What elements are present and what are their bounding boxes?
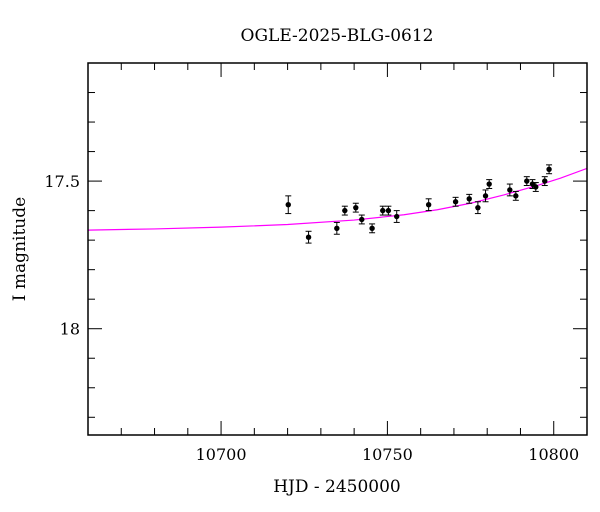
data-point (466, 193, 473, 204)
x-tick-label: 10800 (528, 445, 579, 464)
point-marker (542, 178, 548, 184)
point-marker (394, 213, 400, 220)
point-marker (507, 187, 513, 193)
point-marker (369, 225, 375, 232)
point-marker (482, 193, 489, 199)
point-marker (285, 202, 291, 208)
data-point (546, 164, 553, 175)
data-point (425, 198, 432, 212)
data-points-layer (285, 164, 553, 244)
axis-ticks (87, 62, 588, 435)
point-marker (380, 207, 386, 214)
point-marker (342, 207, 348, 214)
point-marker (466, 196, 472, 202)
data-point (358, 214, 365, 225)
point-marker (533, 184, 539, 190)
point-marker (475, 204, 481, 211)
point-marker (385, 207, 392, 214)
data-point (474, 201, 481, 215)
model-curve (88, 167, 587, 231)
x-tick-label: 10700 (196, 445, 247, 464)
data-point (333, 221, 340, 235)
data-point (532, 182, 539, 192)
point-marker (546, 166, 552, 172)
y-tick-label: 17.5 (44, 172, 80, 191)
point-marker (334, 225, 340, 232)
point-marker (486, 181, 492, 187)
data-point (452, 196, 459, 207)
data-point (482, 189, 489, 203)
point-marker (359, 216, 365, 223)
axis-tick-labels: 10700 10750 10800 17.5 18 (44, 172, 579, 464)
plot-frame (87, 62, 588, 436)
data-point (486, 179, 493, 189)
data-point (305, 230, 312, 244)
x-axis-label: HJD - 2450000 (273, 477, 401, 497)
point-marker (353, 204, 359, 211)
data-point (352, 202, 359, 213)
data-point (541, 176, 548, 187)
chart-title: OGLE-2025-BLG-0612 (241, 26, 434, 46)
point-marker (452, 199, 459, 205)
point-marker (425, 202, 432, 208)
x-tick-label: 10750 (362, 445, 413, 464)
data-point (285, 195, 292, 215)
data-point (369, 223, 376, 234)
point-marker (305, 234, 312, 240)
data-point (341, 205, 348, 216)
y-axis-label: I magnitude (10, 197, 30, 301)
data-point (523, 176, 530, 187)
data-point (393, 210, 400, 223)
data-point (385, 205, 392, 216)
data-point (512, 190, 519, 201)
model-curve-layer (88, 167, 587, 231)
point-marker (524, 178, 530, 184)
data-point (379, 205, 386, 216)
point-marker (513, 193, 519, 199)
data-point (506, 183, 513, 197)
y-tick-label: 18 (60, 320, 80, 339)
